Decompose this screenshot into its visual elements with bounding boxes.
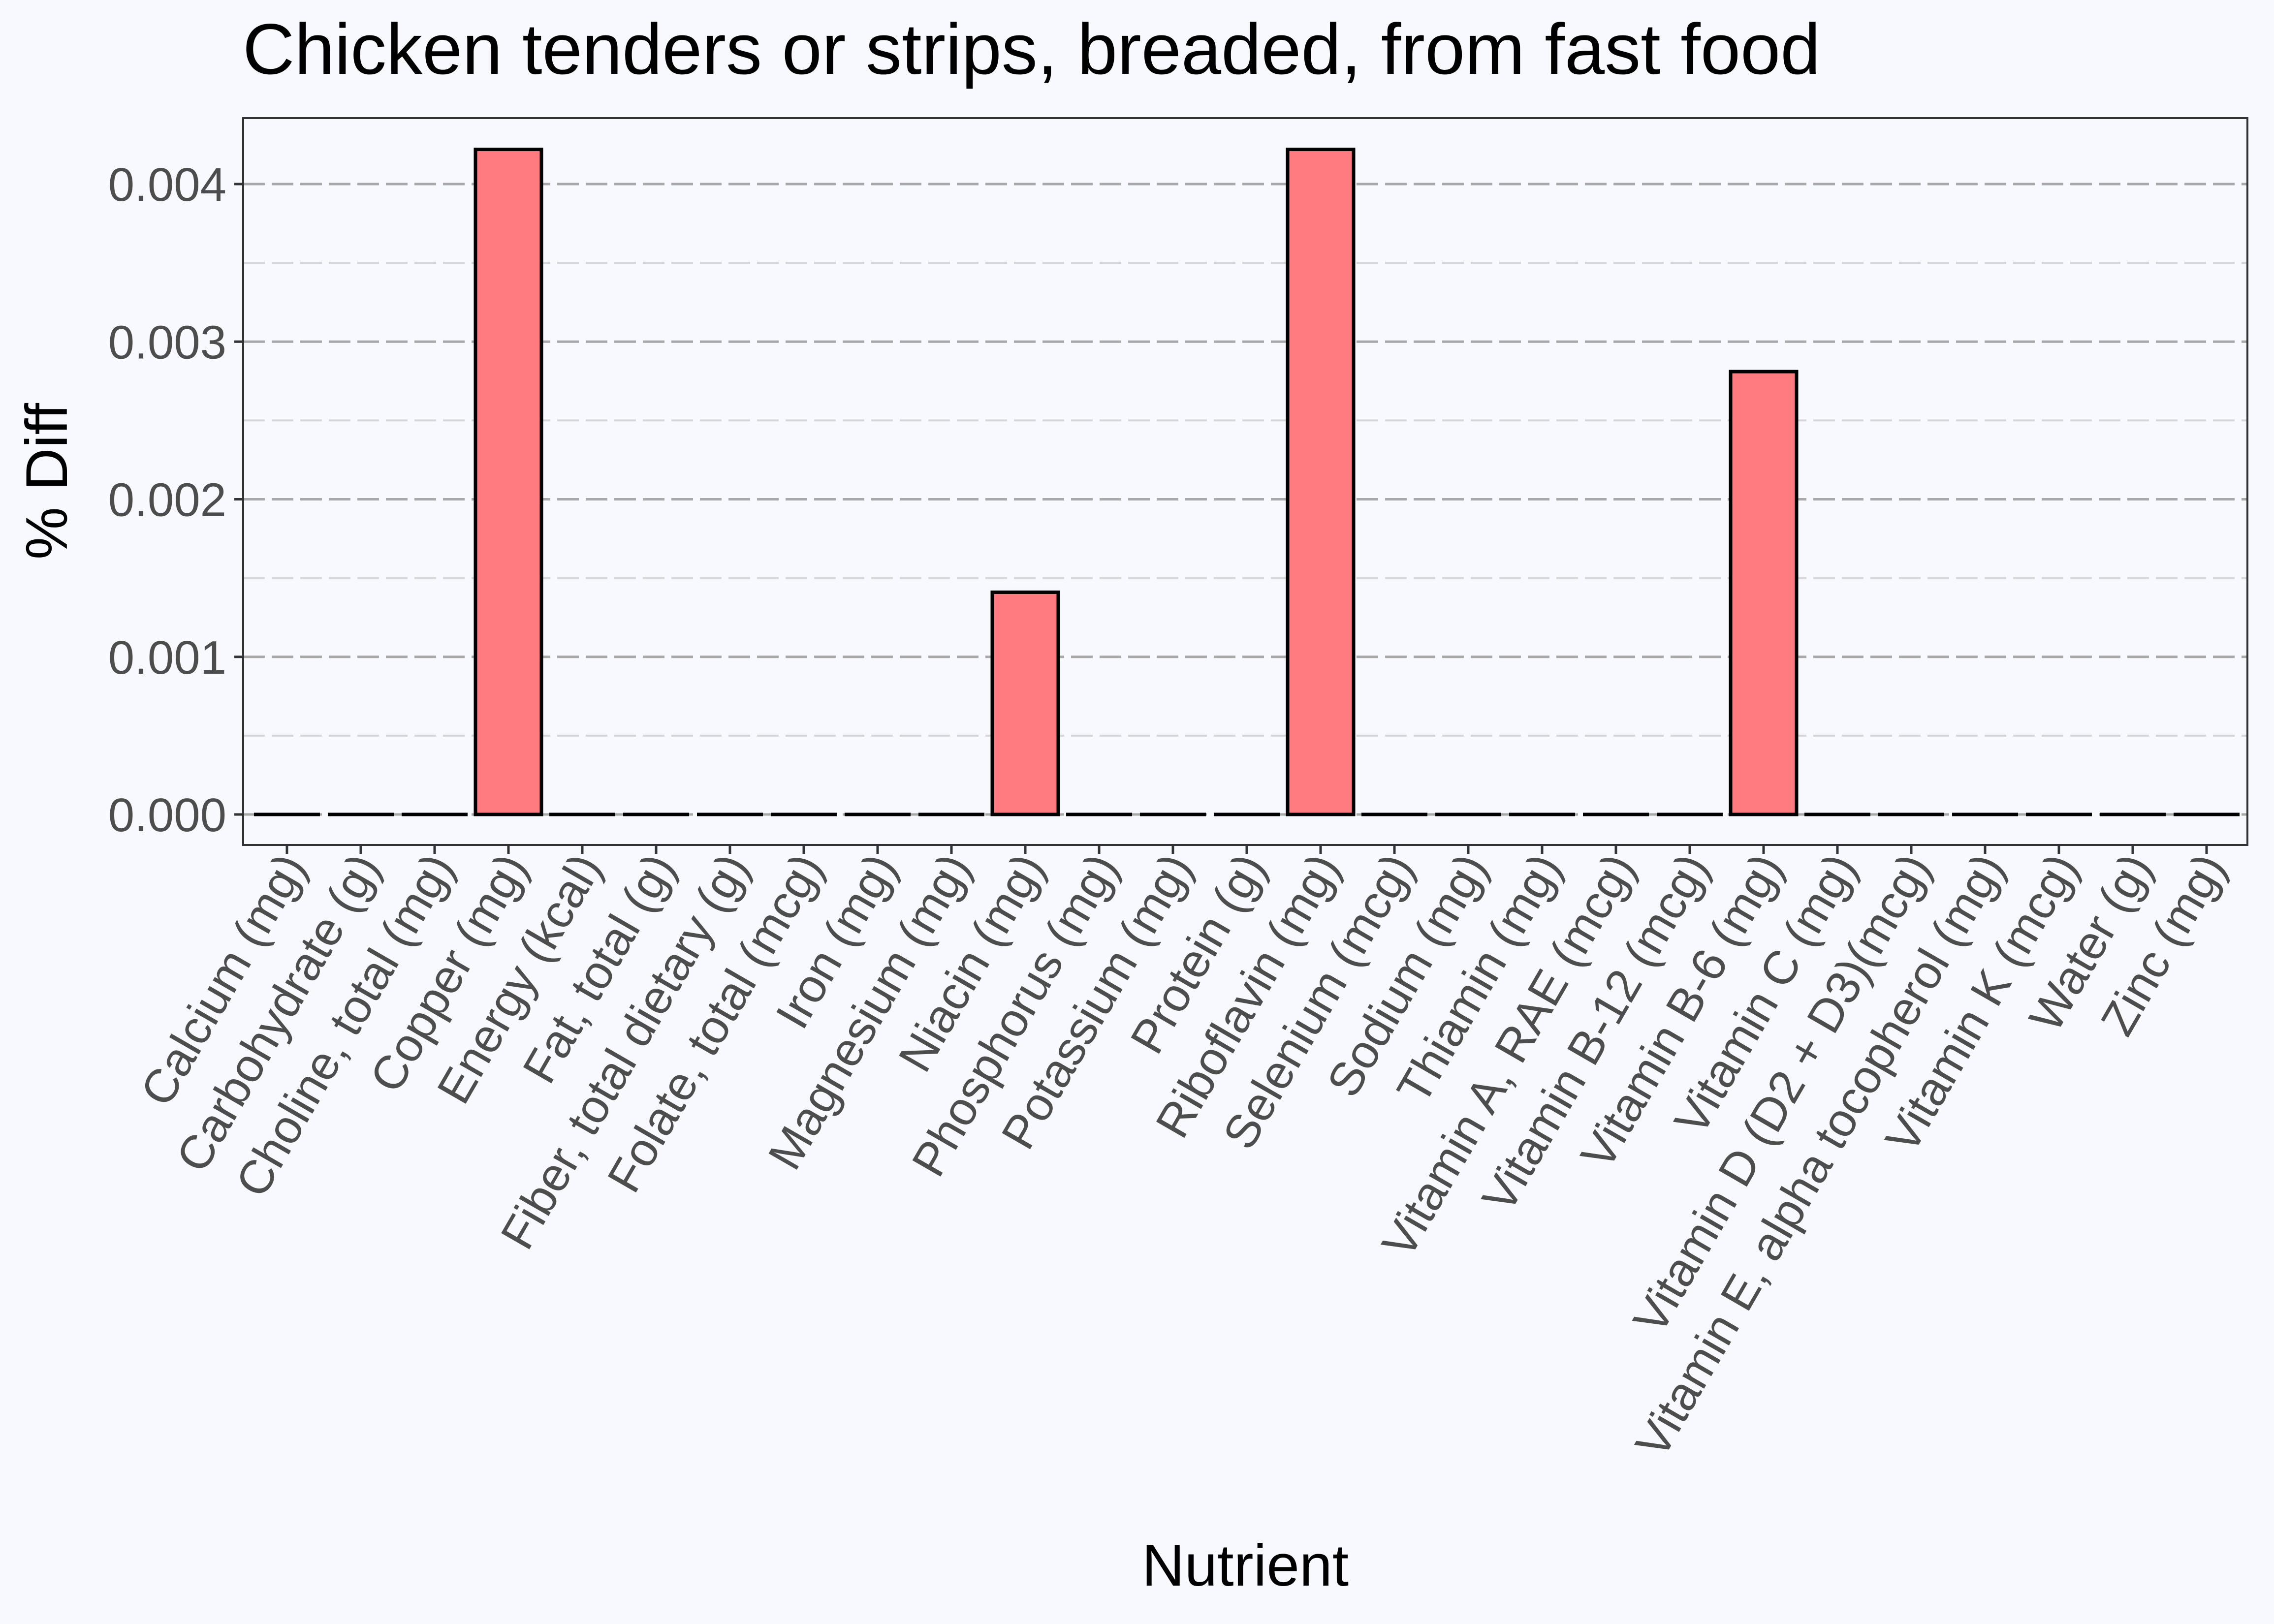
plot-panel	[243, 118, 2247, 845]
y-tick-label: 0.003	[108, 316, 226, 369]
y-axis: 0.000 0.001 0.002 0.003 0.004	[108, 158, 243, 842]
chart-title: Chicken tenders or strips, breaded, from…	[243, 9, 1820, 89]
y-tick-label: 0.000	[108, 789, 226, 842]
bars	[254, 148, 2240, 816]
x-axis-title: Nutrient	[1142, 1532, 1349, 1598]
y-tick-label: 0.004	[108, 158, 226, 211]
bar	[1286, 148, 1356, 816]
y-tick-label: 0.001	[108, 631, 226, 684]
plot-border	[242, 117, 2248, 846]
bar	[1729, 370, 1799, 816]
bar	[990, 590, 1060, 816]
y-tick-label: 0.002	[108, 474, 226, 527]
x-axis: Calcium (mg)Carbohydrate (g)Choline, tot…	[130, 845, 2236, 1467]
bar	[474, 148, 543, 816]
y-axis-title: % Diff	[14, 403, 80, 560]
